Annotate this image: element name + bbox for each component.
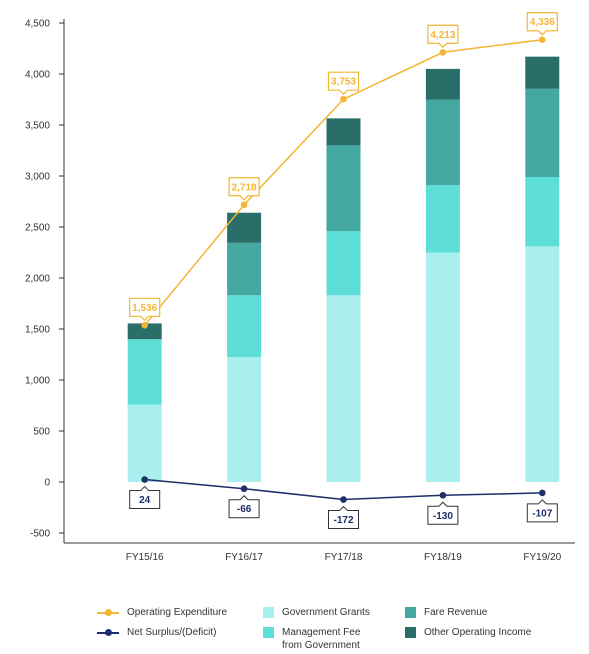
bar-segment <box>326 145 361 232</box>
y-tick-label: 1,500 <box>25 325 50 336</box>
line-point <box>340 95 347 103</box>
bar-segment <box>127 323 162 340</box>
x-tick-label: FY15/16 <box>126 552 164 563</box>
legend-marker-navy <box>105 629 112 636</box>
bar-segment <box>127 339 162 405</box>
bar-segment <box>525 246 560 482</box>
data-label-box <box>228 177 260 201</box>
data-label-box <box>328 505 359 530</box>
y-tick-label: 2,500 <box>25 223 50 234</box>
line-point <box>240 201 248 209</box>
y-tick-label: 2,000 <box>25 274 50 285</box>
legend-label: Fare Revenue <box>424 607 488 618</box>
data-label: 4,213 <box>430 30 455 41</box>
line-point <box>141 476 148 483</box>
legend-label: Net Surplus/(Deficit) <box>127 627 217 638</box>
data-label: 1,536 <box>132 303 157 314</box>
data-label-box <box>129 485 161 510</box>
legend-item-net-surplus: Net Surplus/(Deficit) <box>97 626 216 639</box>
data-label-box <box>526 499 558 523</box>
bar-segment <box>326 295 361 482</box>
legend-item-management-fee: Management Fee from Government <box>263 626 360 652</box>
bar-segment <box>326 231 361 296</box>
data-label: 4,336 <box>530 17 555 28</box>
legend-label: Other Operating Income <box>424 627 532 638</box>
legend: Operating Expenditure Net Surplus/(Defic… <box>0 600 589 654</box>
data-label-box <box>427 24 459 49</box>
bar-segment <box>425 252 460 482</box>
y-tick-label: 1,000 <box>25 376 50 387</box>
legend-item-fare-revenue: Fare Revenue <box>405 606 487 619</box>
bar-segment <box>227 295 262 358</box>
data-label: -172 <box>333 515 353 526</box>
legend-label: Management Fee from Government <box>282 627 361 651</box>
data-label: 3,753 <box>331 77 356 88</box>
bar-segment <box>525 88 560 178</box>
line-point <box>439 48 447 56</box>
data-label: -130 <box>433 511 453 522</box>
legend-label: Operating Expenditure <box>127 607 228 618</box>
line-point <box>340 496 347 503</box>
bar-segment <box>425 99 460 186</box>
legend-item-other-operating-income: Other Operating Income <box>405 626 531 639</box>
legend-marker-orange <box>105 609 112 616</box>
line-point <box>240 485 248 493</box>
bar-segment <box>227 212 262 243</box>
data-label-box <box>129 297 161 322</box>
line-point <box>141 322 148 329</box>
legend-item-government-grants: Government Grants <box>263 606 370 619</box>
x-tick-label: FY18/19 <box>424 552 462 563</box>
bar-segment <box>525 56 560 89</box>
data-label: 2,718 <box>232 182 257 193</box>
chart: 4,500 4,000 3,500 3,000 2,500 2,000 1,500 1,000… <box>25 12 575 563</box>
bar-segment <box>227 242 262 296</box>
data-label-box <box>526 12 558 36</box>
y-tick-label: 500 <box>33 427 50 438</box>
y-tick-label: 0 <box>44 478 50 489</box>
x-tick-label: FY17/18 <box>325 552 363 563</box>
y-tick-label: 3,500 <box>25 121 50 132</box>
x-tick-label: FY16/17 <box>225 552 263 563</box>
legend-label: Government Grants <box>282 607 370 618</box>
bar-segment <box>525 177 560 247</box>
y-tick-label: 3,000 <box>25 172 50 183</box>
bar-segment <box>326 118 361 146</box>
line-point <box>539 36 546 44</box>
y-tick-label: -500 <box>30 529 50 540</box>
bar-segment <box>425 68 460 100</box>
legend-item-operating-expenditure: Operating Expenditure <box>97 606 227 619</box>
y-tick-label: 4,500 <box>25 19 50 30</box>
line-point <box>439 491 447 499</box>
data-label-box <box>228 495 260 519</box>
data-label-box <box>427 501 459 525</box>
y-tick-label: 4,000 <box>25 70 50 81</box>
data-label: -66 <box>237 504 252 515</box>
bar-segment <box>425 185 460 253</box>
line-point <box>539 489 546 497</box>
bar-segment <box>227 357 262 482</box>
bar-segment <box>127 404 162 482</box>
data-label: 24 <box>139 495 151 506</box>
data-label-box <box>327 71 360 96</box>
data-label: -107 <box>532 508 552 519</box>
x-tick-label: FY19/20 <box>523 552 561 563</box>
